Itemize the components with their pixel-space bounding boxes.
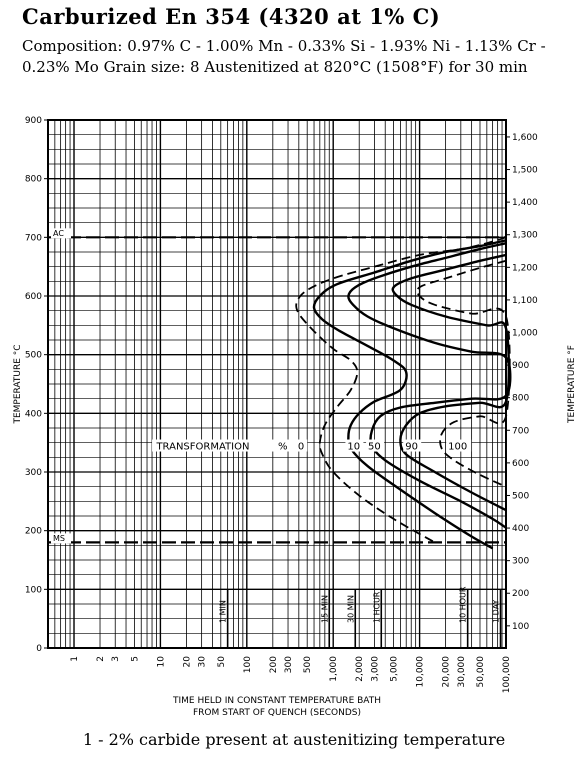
x-tick-label: 10 bbox=[156, 656, 166, 668]
reference-label: MS bbox=[53, 534, 65, 543]
x-tick-label: 1,000 bbox=[329, 656, 339, 682]
x-tick-label: 2,000 bbox=[355, 656, 365, 682]
chart-title: Carburized En 354 (4320 at 1% C) bbox=[22, 4, 441, 29]
y-tick-label-right: 1,200 bbox=[512, 263, 538, 273]
y-tick-label-right: 100 bbox=[512, 622, 529, 632]
y-tick-label-right: 1,100 bbox=[512, 296, 538, 306]
reference-label: AC bbox=[53, 229, 64, 238]
x-tick-label: 5,000 bbox=[390, 656, 400, 682]
reference-label-bg bbox=[51, 533, 71, 544]
x-tick-label: 1 bbox=[70, 656, 80, 662]
y-tick-label-right: 300 bbox=[512, 557, 529, 567]
y-tick-label: 400 bbox=[25, 409, 42, 419]
y-tick-label: 200 bbox=[25, 527, 42, 537]
transformation-label: TRANSFORMATION bbox=[155, 442, 249, 453]
curve-100-percent bbox=[416, 259, 511, 488]
curve-10-percent bbox=[312, 239, 507, 550]
curve-label: 100 bbox=[448, 442, 467, 453]
curve-label-bg bbox=[366, 439, 385, 452]
y-tick-labels-celsius: 0 100 200 300 400 500 600 700 800 900 bbox=[25, 116, 48, 654]
time-mark-label: 30 MIN bbox=[346, 595, 355, 623]
y-tick-label: 700 bbox=[25, 233, 42, 243]
x-tick-label: 20 bbox=[182, 656, 192, 668]
chart-footnote: 1 - 2% carbide present at austenitizing … bbox=[82, 730, 506, 749]
x-axis-label: TIME HELD IN CONSTANT TEMPERATURE BATH bbox=[172, 696, 381, 706]
curve-label-bg bbox=[403, 439, 422, 452]
chart-subtitle: Composition: 0.97% C - 1.00% Mn - 0.33% … bbox=[22, 37, 546, 76]
y-tick-label-right: 1,400 bbox=[512, 198, 538, 208]
y-tick-label: 600 bbox=[25, 292, 42, 302]
y-tick-label-right: 700 bbox=[512, 426, 529, 436]
curve-label: 10 bbox=[347, 442, 360, 453]
y-tick-label-right: 1,000 bbox=[512, 329, 538, 339]
time-mark-label: 1 DAY bbox=[492, 599, 501, 623]
ttt-diagram: AC MS 1 MIN 15 MIN 30 MIN 1 HOUR 10 HOUR 1 DAY… bbox=[13, 116, 577, 718]
x-tick-label: 10,000 bbox=[416, 656, 426, 688]
curve-50-percent bbox=[347, 242, 512, 529]
curve-label-bg bbox=[446, 439, 472, 452]
y-tick-label-right: 1,600 bbox=[512, 133, 538, 143]
y-tick-label-right: 600 bbox=[512, 459, 529, 469]
x-axis-label-line2: FROM START OF QUENCH (SECONDS) bbox=[193, 708, 361, 718]
reference-label-bg bbox=[51, 228, 71, 239]
y-tick-label: 500 bbox=[25, 351, 42, 361]
y-tick-label: 800 bbox=[25, 175, 42, 185]
x-tick-label: 100,000 bbox=[502, 656, 512, 693]
x-tick-label: 3 bbox=[111, 656, 121, 662]
time-mark-label: 10 HOUR bbox=[459, 586, 468, 623]
time-mark-label: 1 HOUR bbox=[372, 591, 381, 623]
transformation-unit: % bbox=[278, 442, 288, 453]
x-tick-label: 30,000 bbox=[457, 656, 467, 688]
y-tick-label: 100 bbox=[25, 585, 42, 595]
plot-frame bbox=[47, 119, 507, 649]
x-tick-label: 300 bbox=[284, 656, 294, 673]
y-tick-labels-fahrenheit: 100 200 300 400 500 600 700 800 900 1,000 1,100 1,2… bbox=[506, 133, 538, 632]
y-tick-label-right: 800 bbox=[512, 394, 529, 404]
y-tick-label: 0 bbox=[36, 644, 42, 654]
curve-label: 0 bbox=[298, 442, 304, 453]
time-mark-label: 15 MIN bbox=[320, 595, 329, 623]
curve-label-bg bbox=[345, 439, 364, 452]
x-tick-label: 50 bbox=[217, 656, 227, 668]
curve-label: 90 bbox=[405, 442, 418, 453]
x-tick-label: 50,000 bbox=[476, 656, 486, 688]
curve-label: 50 bbox=[368, 442, 381, 453]
x-tick-label: 500 bbox=[303, 656, 313, 673]
y-axis-label-celsius: TEMPERATURE °C bbox=[13, 344, 23, 424]
x-tick-label: 200 bbox=[269, 656, 279, 673]
x-tick-label: 20,000 bbox=[442, 656, 452, 688]
y-axis-label-fahrenheit: TEMPERATURE °F bbox=[567, 345, 577, 424]
x-tick-labels: 1 2 3 5 10 20 30 50 100 200 300 500 1,000 2,000 3,000 5… bbox=[70, 656, 512, 693]
y-tick-label-right: 200 bbox=[512, 589, 529, 599]
curve-0-percent bbox=[295, 236, 507, 544]
time-marks: 1 MIN 15 MIN 30 MIN 1 HOUR 10 HOUR 1 DAY bbox=[219, 586, 502, 648]
y-tick-label: 900 bbox=[25, 116, 42, 126]
y-tick-label-right: 1,500 bbox=[512, 166, 538, 176]
grid-lines bbox=[47, 119, 507, 649]
x-tick-label: 100 bbox=[243, 656, 253, 673]
y-tick-label: 300 bbox=[25, 468, 42, 478]
curve-label-bg bbox=[295, 439, 307, 452]
y-tick-label-right: 900 bbox=[512, 361, 529, 371]
x-tick-label: 2 bbox=[96, 656, 106, 662]
time-mark-label: 1 MIN bbox=[219, 600, 228, 623]
transformation-annotation: TRANSFORMATION % 0 10 50 90 100 bbox=[152, 439, 472, 453]
y-tick-label-right: 1,300 bbox=[512, 231, 538, 241]
reference-lines: AC MS bbox=[48, 228, 506, 544]
y-tick-label-right: 500 bbox=[512, 491, 529, 501]
x-tick-label: 30 bbox=[198, 656, 208, 668]
y-tick-label-right: 400 bbox=[512, 524, 529, 534]
axis-labels: TIME HELD IN CONSTANT TEMPERATURE BATH F… bbox=[13, 344, 577, 718]
x-tick-label: 5 bbox=[130, 656, 140, 662]
x-tick-label: 3,000 bbox=[370, 656, 380, 682]
